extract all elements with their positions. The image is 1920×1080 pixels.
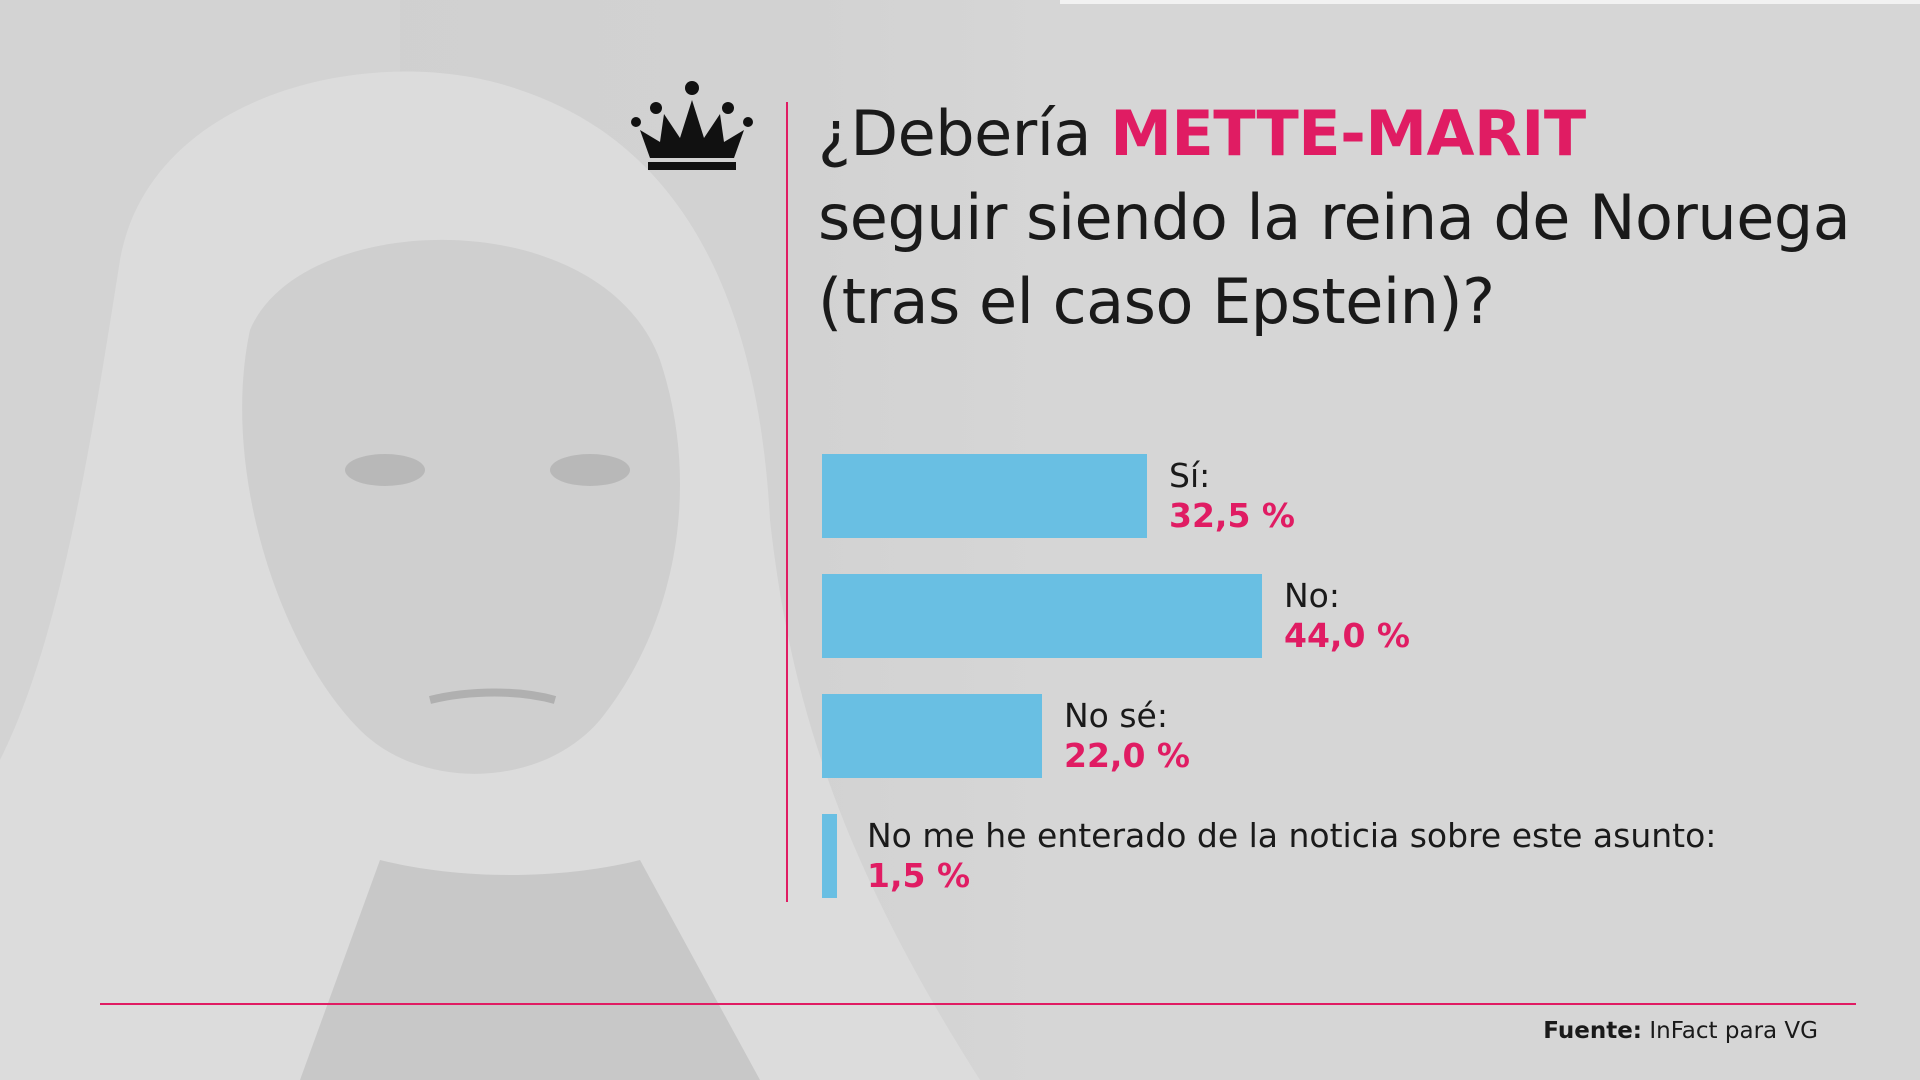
bar-1 — [822, 574, 1262, 658]
title-highlight: METTE-MARIT — [1110, 97, 1586, 170]
value-label: 44,0 % — [1284, 616, 1410, 655]
category-label: No me he enterado de la noticia sobre es… — [867, 816, 1717, 855]
crown-icon — [631, 81, 753, 170]
category-label: No: — [1284, 576, 1340, 615]
value-label: 22,0 % — [1064, 736, 1190, 775]
footer-divider — [100, 1003, 1856, 1005]
portrait-photo — [0, 0, 1060, 1080]
value-label: 1,5 % — [867, 856, 971, 895]
source-label: Fuente: — [1543, 1018, 1643, 1044]
title-line-1: ¿Debería METTE-MARIT — [818, 92, 1878, 176]
bar-label-1: No: 44,0 % — [1284, 576, 1410, 656]
source-note: Fuente: InFact para VG — [1543, 1018, 1818, 1044]
bar-0 — [822, 454, 1147, 538]
bar-label-3: No me he enterado de la noticia sobre es… — [867, 816, 1716, 896]
title-prefix: ¿Debería — [818, 97, 1111, 170]
bar-label-0: Sí: 32,5 % — [1169, 456, 1295, 536]
bar-label-2: No sé: 22,0 % — [1064, 696, 1190, 776]
bar-3 — [822, 814, 837, 898]
divider-line — [786, 102, 788, 902]
value-label: 32,5 % — [1169, 496, 1295, 535]
source-text: InFact para VG — [1649, 1018, 1818, 1044]
category-label: Sí: — [1169, 456, 1211, 495]
title-line-3: (tras el caso Epstein)? — [818, 265, 1495, 338]
chart-title: ¿Debería METTE-MARIT seguir siendo la re… — [818, 92, 1878, 344]
category-label: No sé: — [1064, 696, 1168, 735]
title-line-2: seguir siendo la reina de Noruega — [818, 181, 1851, 254]
bar-2 — [822, 694, 1042, 778]
